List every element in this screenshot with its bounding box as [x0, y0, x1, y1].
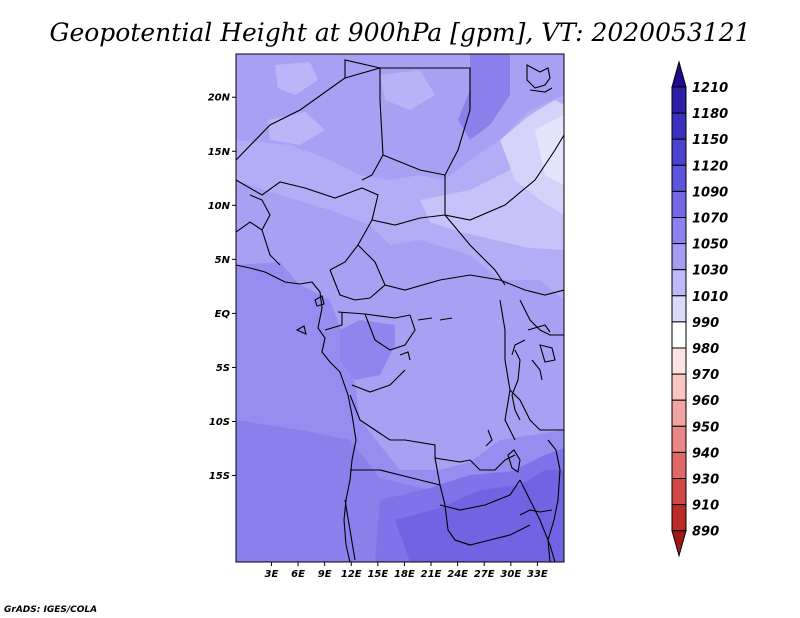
credit-label: GrADS: IGES/COLA	[4, 605, 97, 615]
colorbar-swatch	[671, 112, 687, 140]
x-axis-ticks: 3E 6E 9E 12E 15E 18E 21E 24E 27E 30E 33E	[265, 562, 548, 580]
x-tick-label: 15E	[367, 569, 388, 580]
colorbar-level-label: 1070	[692, 212, 728, 227]
x-tick-label: 24E	[447, 569, 468, 580]
x-tick-label: 33E	[527, 569, 548, 580]
x-tick-label: 6E	[291, 569, 305, 580]
colorbar-swatch	[671, 243, 687, 271]
y-tick-label: EQ	[215, 309, 231, 320]
colorbar-level-label: 1210	[692, 81, 728, 96]
coastline	[236, 64, 561, 562]
colorbar-swatch	[671, 425, 687, 453]
x-tick-label: 21E	[421, 569, 442, 580]
colorbar-swatch	[671, 347, 687, 375]
x-tick-label: 27E	[474, 569, 495, 580]
y-tick-label: 20N	[208, 93, 231, 104]
map-frame	[235, 53, 565, 563]
colorbar-swatch	[671, 451, 687, 479]
field-contours	[236, 54, 564, 562]
colorbar-swatch	[671, 164, 687, 192]
colorbar-bottom-arrow	[671, 530, 687, 558]
colorbar-level-label: 1120	[692, 159, 728, 174]
y-tick-label: 10N	[208, 201, 231, 212]
colorbar-level-label: 1150	[692, 133, 728, 148]
colorbar-swatch	[671, 295, 687, 323]
colorbar-level-label: 980	[692, 342, 719, 357]
colorbar-level-label: 1050	[692, 238, 728, 253]
colorbar-swatch	[671, 321, 687, 349]
y-tick-label: 5S	[216, 363, 230, 374]
y-tick-label: 5N	[215, 255, 231, 266]
chart-title: Geopotential Height at 900hPa [gpm], VT:…	[49, 18, 750, 47]
colorbar-level-label: 930	[692, 473, 719, 488]
colorbar-level-label: 1010	[692, 290, 728, 305]
colorbar-swatch	[671, 190, 687, 218]
colorbar-level-label: 960	[692, 394, 719, 409]
x-tick-label: 18E	[394, 569, 415, 580]
y-tick-label: 15N	[208, 147, 231, 158]
y-axis-ticks: 20N 15N 10N 5N EQ 5S 10S 15S	[208, 93, 236, 482]
country-borders	[236, 59, 564, 562]
colorbar-swatch	[671, 86, 687, 114]
colorbar-swatch	[671, 504, 687, 532]
x-tick-label: 3E	[265, 569, 279, 580]
colorbar-level-label: 940	[692, 446, 719, 461]
colorbar-level-label: 990	[692, 316, 719, 331]
colorbar-swatch	[671, 138, 687, 166]
colorbar-top-arrow	[671, 60, 687, 88]
colorbar-level-label: 950	[692, 420, 719, 435]
colorbar-swatch	[671, 217, 687, 245]
colorbar-level-label: 1180	[692, 107, 728, 122]
colorbar-level-label: 910	[692, 499, 719, 514]
y-tick-label: 10S	[209, 417, 230, 428]
colorbar: 1210 1180 1150 1120 1090 1070 1050 1030 1010 990 9…	[671, 60, 728, 558]
colorbar-swatch	[671, 478, 687, 506]
x-tick-label: 9E	[318, 569, 332, 580]
x-tick-label: 30E	[500, 569, 521, 580]
colorbar-level-label: 890	[692, 525, 719, 540]
colorbar-swatch	[671, 269, 687, 297]
y-tick-label: 15S	[209, 471, 230, 482]
colorbar-swatch	[671, 373, 687, 401]
colorbar-level-label: 1030	[692, 264, 728, 279]
colorbar-swatch	[671, 399, 687, 427]
colorbar-level-label: 1090	[692, 185, 728, 200]
map-panel: 3E 6E 9E 12E 15E 18E 21E 24E 27E 30E 33E 20N 15N 10N…	[208, 53, 565, 580]
x-tick-label: 12E	[341, 569, 362, 580]
colorbar-level-label: 970	[692, 368, 719, 383]
